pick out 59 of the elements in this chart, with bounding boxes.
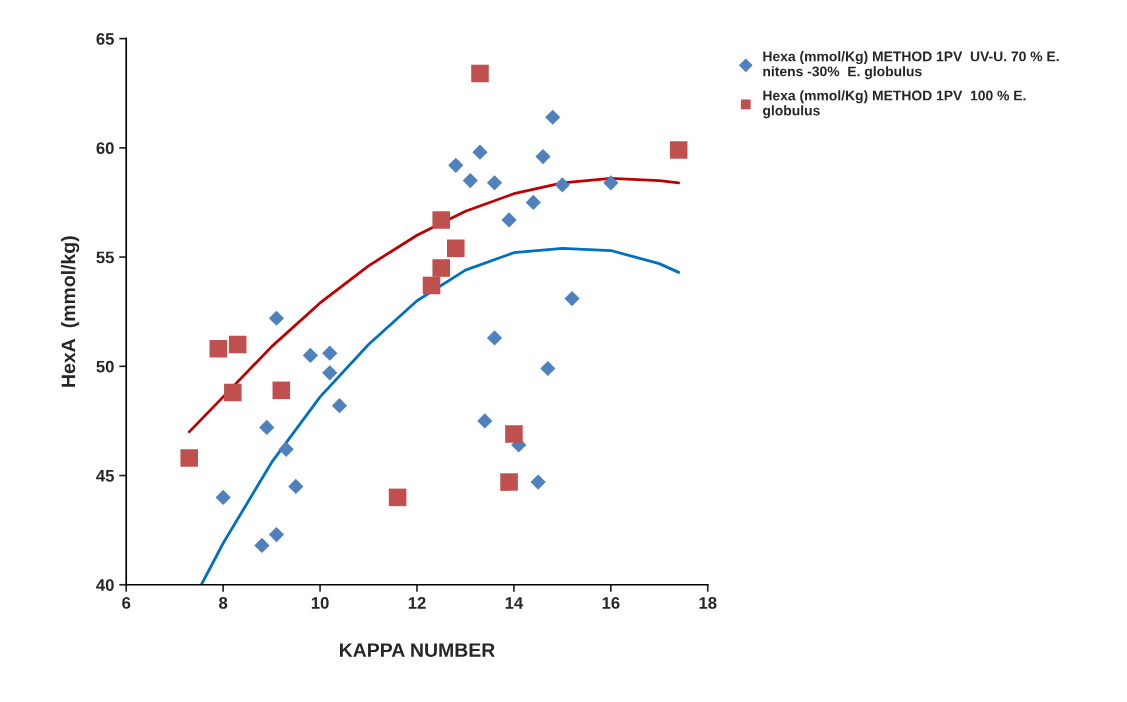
point — [224, 383, 242, 402]
point — [180, 449, 199, 467]
x-tick-label: 18 — [699, 597, 717, 609]
point — [209, 340, 228, 358]
point — [422, 276, 441, 295]
point — [259, 419, 275, 436]
point — [288, 478, 304, 495]
point — [545, 109, 561, 125]
legend-label: Hexa (mmol/Kg) METHOD 1PV 100 % E. globulus — [763, 90, 1026, 119]
point — [215, 489, 231, 505]
point — [254, 537, 270, 554]
line-series — [199, 246, 681, 585]
point — [448, 157, 464, 173]
point — [432, 259, 450, 277]
point — [268, 526, 285, 543]
point — [540, 360, 556, 377]
point — [525, 194, 541, 211]
x-tick-label: 14 — [505, 597, 524, 609]
y-tick-label: 60 — [96, 142, 114, 155]
point — [505, 425, 523, 443]
point — [486, 330, 503, 346]
y-tick-label: 40 — [96, 579, 114, 591]
point — [278, 441, 294, 457]
x-tick-label: 8 — [219, 597, 228, 609]
x-tick-label: 12 — [408, 597, 426, 609]
point — [322, 345, 338, 361]
point — [564, 290, 580, 307]
point — [322, 365, 338, 381]
x-axis-title: KAPPA NUMBER — [339, 643, 495, 657]
y-tick-label: 45 — [96, 470, 114, 482]
y-tick-label: 50 — [96, 360, 114, 373]
point — [432, 211, 450, 229]
point — [471, 64, 489, 83]
point — [486, 175, 503, 191]
point — [500, 473, 518, 491]
x-tick-label: 6 — [122, 597, 131, 609]
y-tick-label: 55 — [96, 251, 114, 264]
point — [501, 212, 517, 228]
point — [272, 381, 291, 400]
point — [462, 173, 478, 189]
x-tick-label: 10 — [311, 597, 329, 609]
x-tick-label: 16 — [602, 597, 620, 609]
point — [302, 347, 318, 363]
point — [228, 335, 247, 354]
point — [535, 148, 551, 165]
point — [603, 175, 619, 191]
line-series — [187, 177, 681, 434]
point — [669, 141, 688, 159]
point — [472, 144, 488, 160]
legend-label: Hexa (mmol/Kg) METHOD 1PV UV-U. 70 % E. nitens -30% E. globulus — [763, 51, 1059, 80]
point — [530, 474, 546, 490]
point — [388, 488, 407, 507]
point — [268, 310, 285, 326]
point — [446, 239, 465, 258]
point — [477, 413, 493, 429]
y-tick-label: 65 — [96, 33, 114, 45]
point — [331, 398, 348, 414]
y-axis-title: HexA (mmol/kg) — [61, 236, 80, 387]
point — [554, 177, 570, 193]
